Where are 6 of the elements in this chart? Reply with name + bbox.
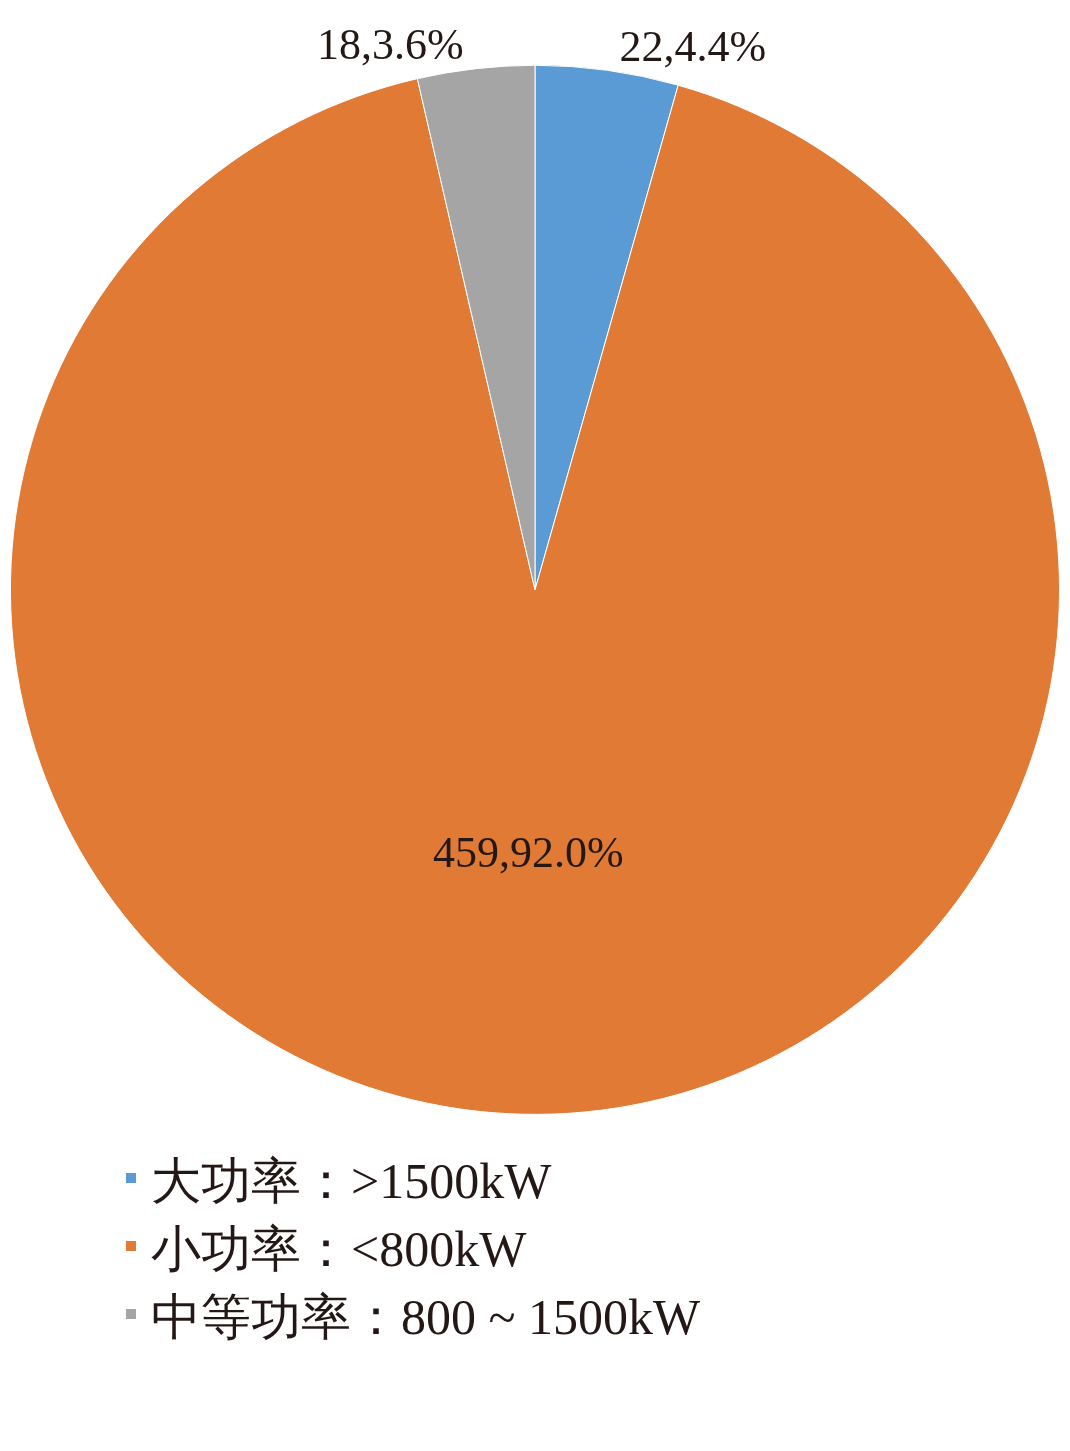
- data-label: 459,92.0%: [433, 827, 624, 877]
- data-label: 22,4.4%: [619, 21, 767, 71]
- legend-label: 大功率：>1500kW: [151, 1152, 553, 1209]
- data-label: 18,3.6%: [316, 19, 464, 69]
- legend-label: 小功率：<800kW: [151, 1220, 528, 1277]
- legend-label: 中等功率：800 ~ 1500kW: [151, 1288, 702, 1345]
